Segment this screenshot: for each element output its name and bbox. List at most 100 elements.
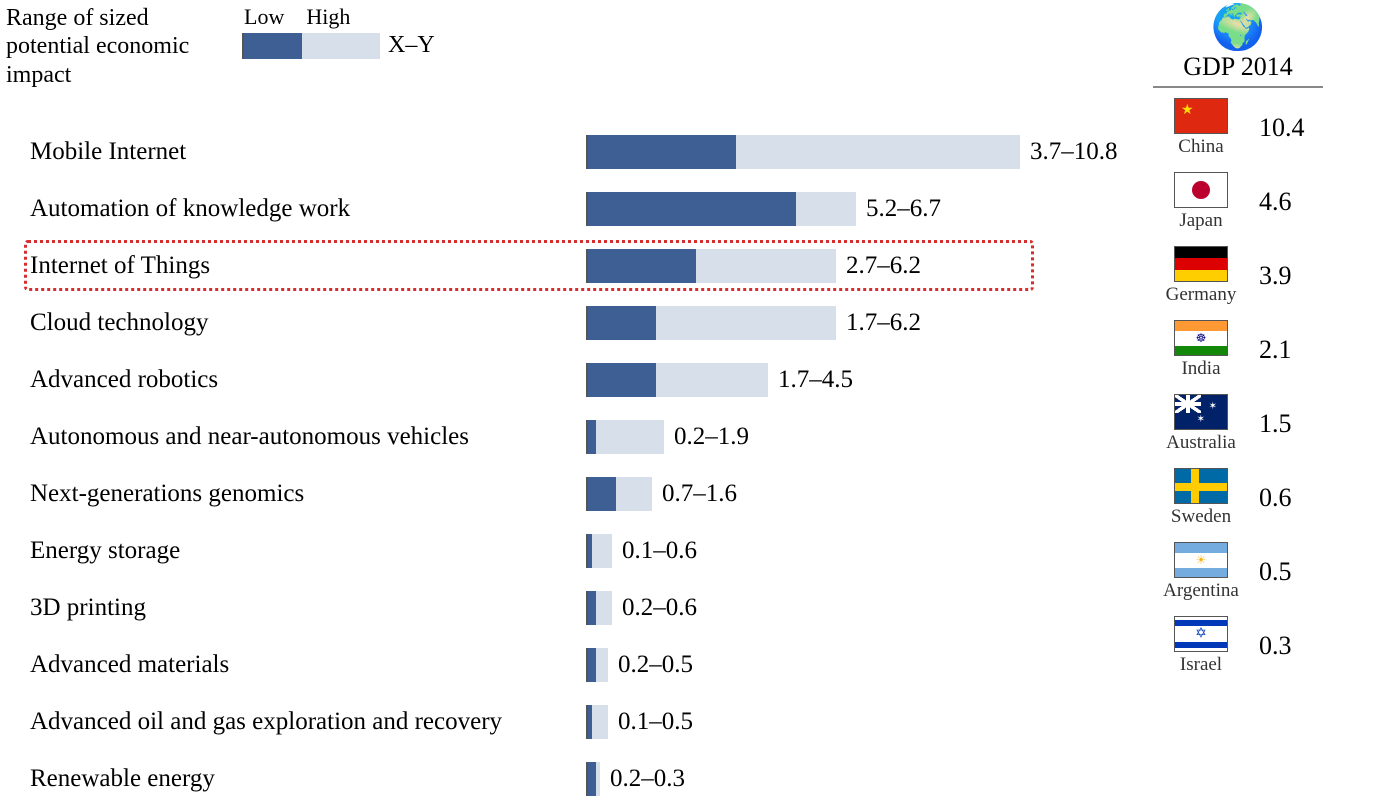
flag-column: Germany xyxy=(1161,246,1241,306)
legend-swatch: Low High X–Y xyxy=(242,4,435,59)
bar-value-label: 0.1–0.6 xyxy=(622,537,697,565)
bar-value-label: 0.2–0.3 xyxy=(610,765,685,793)
bar-value-label: 3.7–10.8 xyxy=(1030,138,1118,166)
gdp-item: ☸India 2.1 xyxy=(1123,320,1353,380)
gdp-value: 3.9 xyxy=(1259,261,1315,291)
legend-low-label: Low xyxy=(244,4,284,30)
chart-row: Automation of knowledge work 5.2–6.7 xyxy=(30,185,1070,232)
legend-high-swatch xyxy=(302,33,380,59)
bar-low-segment xyxy=(588,306,656,340)
bar-high-segment xyxy=(656,363,768,397)
gdp-item: Australia 1.5 xyxy=(1123,394,1353,454)
flag-column: Australia xyxy=(1161,394,1241,454)
bar-wrap: 1.7–6.2 xyxy=(586,306,921,340)
bar-low-segment xyxy=(588,762,596,796)
bar-wrap: 5.2–6.7 xyxy=(586,192,941,226)
bar-high-segment xyxy=(596,648,608,682)
country-name: Israel xyxy=(1180,654,1222,676)
bar-high-segment xyxy=(696,249,836,283)
bar-high-segment xyxy=(596,591,612,625)
bar-high-segment xyxy=(656,306,836,340)
globe-icon: 🌍 xyxy=(1123,6,1353,50)
flag-japan-icon xyxy=(1174,172,1228,208)
chart-row: Advanced oil and gas exploration and rec… xyxy=(30,698,1070,745)
country-name: Germany xyxy=(1166,284,1237,306)
chart-row: 3D printing 0.2–0.6 xyxy=(30,584,1070,631)
gdp-title: GDP 2014 xyxy=(1153,52,1323,88)
country-name: Sweden xyxy=(1171,506,1231,528)
bar-wrap: 0.1–0.5 xyxy=(586,705,693,739)
bar-high-segment xyxy=(796,192,856,226)
impact-bar-chart: Mobile Internet3.7–10.8 Automation of kno… xyxy=(30,128,1070,812)
bar-high-segment xyxy=(592,705,608,739)
flag-column: Sweden xyxy=(1161,468,1241,528)
chart-row-label: Advanced oil and gas exploration and rec… xyxy=(30,708,502,736)
bar-value-label: 0.2–0.5 xyxy=(618,651,693,679)
chart-row-label: Next-generations genomics xyxy=(30,480,304,508)
bar-high-segment xyxy=(736,135,1020,169)
bar-high-segment xyxy=(592,534,612,568)
gdp-item: China 10.4 xyxy=(1123,98,1353,158)
bar-wrap: 1.7–4.5 xyxy=(586,363,853,397)
bar-value-label: 2.7–6.2 xyxy=(846,252,921,280)
chart-row: Autonomous and near-autonomous vehicles 0… xyxy=(30,413,1070,460)
gdp-value: 1.5 xyxy=(1259,409,1315,439)
chart-row-label: Energy storage xyxy=(30,537,180,565)
gdp-value: 4.6 xyxy=(1259,187,1315,217)
chart-row: Advanced materials0.2–0.5 xyxy=(30,641,1070,688)
legend-low-swatch xyxy=(244,33,302,59)
chart-row-label: Automation of knowledge work xyxy=(30,195,350,223)
flag-column: ☸India xyxy=(1161,320,1241,380)
flag-china-icon xyxy=(1174,98,1228,134)
country-name: Argentina xyxy=(1163,580,1239,602)
flag-argentina-icon: ☀ xyxy=(1174,542,1228,578)
legend-caption: Range of sized potential economic impact xyxy=(6,4,226,89)
bar-low-segment xyxy=(588,249,696,283)
flag-column: Japan xyxy=(1161,172,1241,232)
legend-high-label: High xyxy=(306,4,350,30)
chart-row-label: Internet of Things xyxy=(30,252,210,280)
gdp-item: ✡Israel 0.3 xyxy=(1123,616,1353,676)
bar-value-label: 0.2–0.6 xyxy=(622,594,697,622)
gdp-list: China 10.4 Japan 4.6 Germany 3.9 ☸India 2.1 Aust… xyxy=(1123,98,1353,676)
chart-row-label: Cloud technology xyxy=(30,309,208,337)
gdp-value: 0.6 xyxy=(1259,483,1315,513)
bar-wrap: 0.2–0.5 xyxy=(586,648,693,682)
country-name: China xyxy=(1178,136,1223,158)
flag-india-icon: ☸ xyxy=(1174,320,1228,356)
bar-low-segment xyxy=(588,192,796,226)
gdp-item: Germany 3.9 xyxy=(1123,246,1353,306)
bar-value-label: 1.7–6.2 xyxy=(846,309,921,337)
chart-row: Renewable energy0.2–0.3 xyxy=(30,755,1070,802)
gdp-panel: 🌍 GDP 2014 China10.4Japan4.6Germany3.9☸I… xyxy=(1123,6,1353,690)
flag-column: ☀Argentina xyxy=(1161,542,1241,602)
flag-israel-icon: ✡ xyxy=(1174,616,1228,652)
bar-value-label: 0.2–1.9 xyxy=(674,423,749,451)
country-name: India xyxy=(1181,358,1220,380)
flag-australia-icon xyxy=(1174,394,1228,430)
gdp-value: 2.1 xyxy=(1259,335,1315,365)
bar-value-label: 5.2–6.7 xyxy=(866,195,941,223)
chart-row: Mobile Internet3.7–10.8 xyxy=(30,128,1070,175)
chart-row: Advanced robotics1.7–4.5 xyxy=(30,356,1070,403)
bar-wrap: 0.1–0.6 xyxy=(586,534,697,568)
flag-column: ✡Israel xyxy=(1161,616,1241,676)
bar-wrap: 0.2–0.6 xyxy=(586,591,697,625)
bar-high-segment xyxy=(616,477,652,511)
bar-wrap: 0.2–1.9 xyxy=(586,420,749,454)
chart-row-label: 3D printing xyxy=(30,594,146,622)
bar-wrap: 3.7–10.8 xyxy=(586,135,1118,169)
chart-row-label: Mobile Internet xyxy=(30,138,186,166)
bar-low-segment xyxy=(588,420,596,454)
flag-column: China xyxy=(1161,98,1241,158)
gdp-value: 0.3 xyxy=(1259,631,1315,661)
gdp-value: 10.4 xyxy=(1259,113,1315,143)
bar-wrap: 0.7–1.6 xyxy=(586,477,737,511)
chart-row: Energy storage 0.1–0.6 xyxy=(30,527,1070,574)
bar-low-segment xyxy=(588,591,596,625)
gdp-value: 0.5 xyxy=(1259,557,1315,587)
bar-high-segment xyxy=(596,762,600,796)
country-name: Japan xyxy=(1179,210,1222,232)
bar-value-label: 1.7–4.5 xyxy=(778,366,853,394)
chart-row-label: Autonomous and near-autonomous vehicles xyxy=(30,423,469,451)
